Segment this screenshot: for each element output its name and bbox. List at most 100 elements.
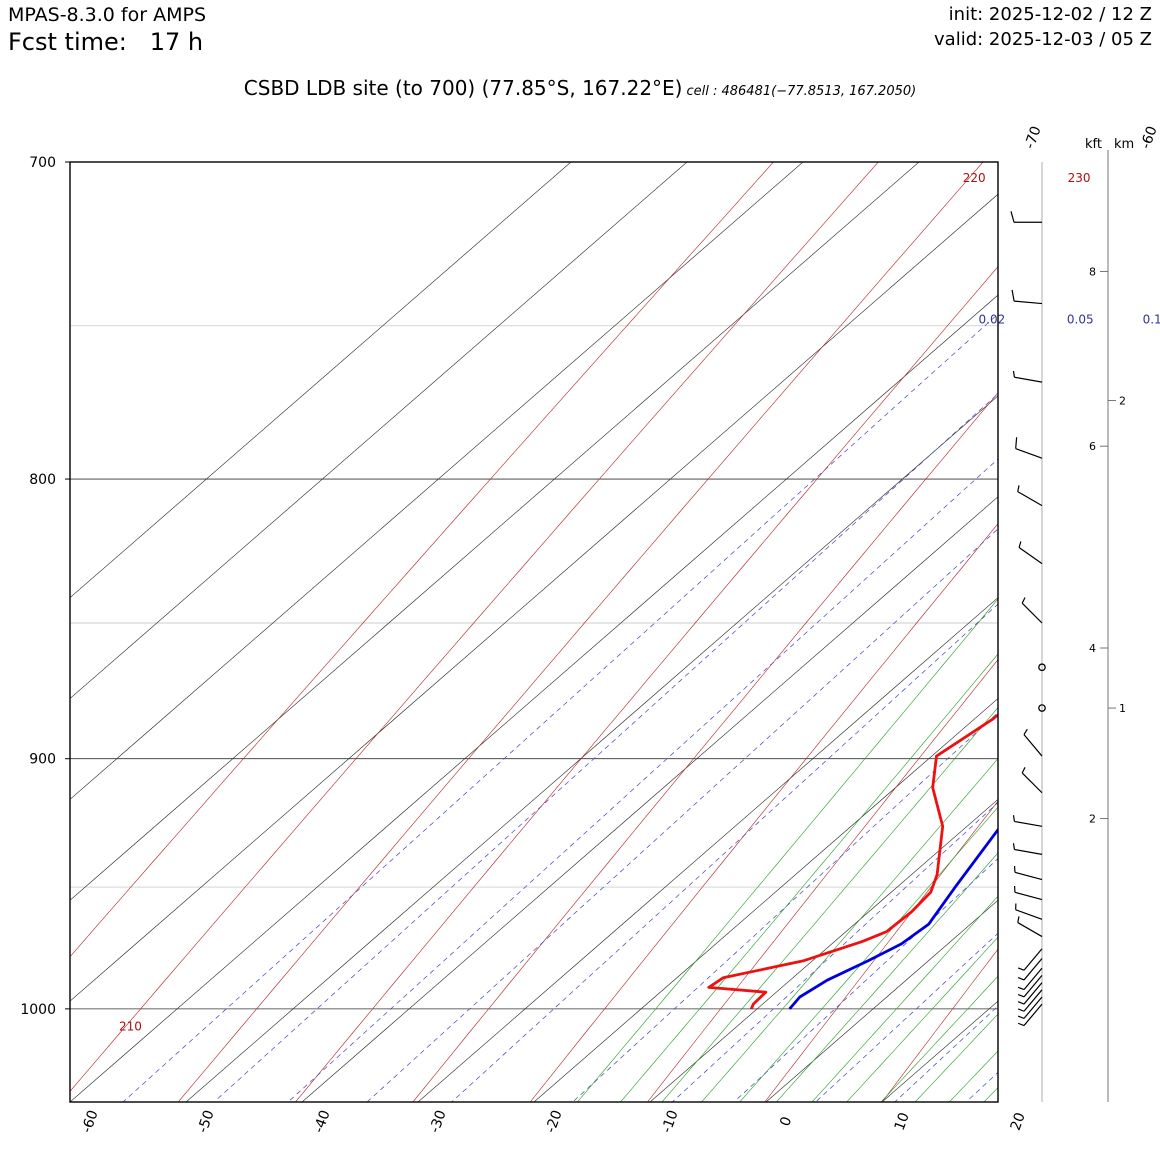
isotherm-0 (765, 899, 998, 1102)
isotherm--20 (533, 698, 998, 1102)
moist-adiabat--4 (914, 1013, 998, 1102)
moist-adiabat--40 (577, 598, 998, 1102)
wind-barb-shaft (1023, 958, 1043, 981)
dry-adiabat-290 (966, 0, 1160, 1147)
isotherm--40 (301, 496, 998, 1102)
pressure-tick-label: 1000 (20, 1002, 56, 1018)
dry-adiabat-270 (764, 800, 998, 1102)
mixing-ratio-0.1 (287, 458, 998, 1102)
wind-barb-shaft (1023, 967, 1043, 990)
wind-barb-shaft (1017, 491, 1043, 507)
valid-time: valid: 2025-12-03 / 05 Z (934, 29, 1152, 50)
mixing-ratio-0.02 (122, 313, 998, 1102)
forecast-time-value: 17 h (149, 28, 204, 56)
isotherm--10 (649, 798, 998, 1102)
km-tick-label: 2 (1119, 395, 1126, 408)
wind-barb-shaft (1014, 871, 1043, 881)
bottom-temp-label: 20 (1008, 1111, 1029, 1133)
wind-barb-feather (1010, 211, 1015, 223)
top-temp-label: -60 (1138, 124, 1160, 151)
moist-adiabat--12 (846, 936, 998, 1102)
moist-adiabat--8 (880, 975, 998, 1102)
wind-barb-half-feather (1017, 1022, 1025, 1027)
mixing-ratio-label: 0.05 (1067, 312, 1094, 326)
bottom-temp-label: 0 (777, 1115, 795, 1129)
isotherm--110 (70, 162, 572, 599)
pressure-tick-label: 700 (29, 155, 56, 171)
bottom-temp-label: -10 (659, 1108, 682, 1135)
wind-barb-shaft (1014, 300, 1043, 305)
km-label: km (1114, 137, 1134, 152)
wind-barb-feather (1011, 289, 1015, 302)
kft-tick-label: 8 (1089, 265, 1096, 278)
mixing-ratio-12 (965, 1071, 998, 1102)
bottom-temp-label: -50 (195, 1108, 218, 1135)
wind-barb-half-feather (1017, 977, 1025, 981)
km-tick-label: 1 (1119, 702, 1126, 715)
pressure-tick-label: 800 (29, 472, 56, 488)
height-axis: kft km 8 6 4 2 2 1 (1085, 137, 1134, 1102)
isotherm--100 (70, 162, 688, 699)
wind-barb-half-feather (1023, 728, 1028, 735)
dry-adiabat-label: 220 (963, 171, 986, 185)
moist-adiabat--24 (739, 806, 998, 1102)
isotherm--50 (185, 395, 998, 1102)
mixing-ratio-0.2 (366, 528, 998, 1102)
dry-adiabat-200 (70, 162, 774, 958)
init-time: init: 2025-12-02 / 12 Z (948, 4, 1152, 25)
wind-barb-shaft (1014, 376, 1043, 383)
cell-info: cell : 486481(−77.8513, 167.2050) (686, 84, 917, 99)
dry-adiabat-280 (881, 948, 998, 1102)
dry-adiabat-210 (70, 162, 879, 1092)
wind-barb-calm (1038, 663, 1046, 672)
wind-barb-shaft (1023, 1003, 1043, 1026)
dry-adiabat-label: 230 (1068, 171, 1091, 185)
wind-barb-calm (1038, 704, 1046, 712)
dry-adiabat-label: 210 (119, 1020, 142, 1034)
wind-barb-half-feather (1017, 967, 1025, 971)
kft-label: kft (1085, 137, 1102, 152)
wind-barb-half-feather (1017, 1015, 1025, 1019)
forecast-time: Fcst time: 17 h (8, 28, 203, 56)
forecast-time-label: Fcst time: (8, 28, 127, 56)
mixing-ratio-label: 0.02 (979, 312, 1006, 326)
wind-barb-shaft (1014, 891, 1043, 901)
bottom-temp-label: -30 (427, 1108, 450, 1135)
mixing-ratio-0.05 (213, 393, 998, 1102)
moist-adiabat--32 (661, 707, 998, 1102)
mixing-ratio-label: 0.1 (1143, 312, 1160, 326)
wind-barb-shaft (1015, 909, 1043, 920)
wind-barb-shaft (1015, 448, 1043, 459)
dry-adiabat-300 (1084, 0, 1160, 1147)
wind-barb-shaft (1021, 772, 1043, 794)
wind-barb-half-feather (1017, 485, 1020, 492)
wind-barb-half-feather (1012, 370, 1016, 378)
kft-tick-label: 2 (1089, 813, 1096, 826)
mixing-ratio-1 (572, 712, 998, 1102)
wind-barb-half-feather (1017, 986, 1025, 991)
dry-adiabat-240 (412, 392, 998, 1102)
chart-traces (707, 713, 998, 1010)
series-dewpoint (788, 827, 998, 1010)
mixing-ratio-8 (894, 1005, 998, 1102)
wind-barb-shaft (1023, 948, 1043, 971)
plot-frame (69, 161, 999, 1103)
wind-barb-half-feather (1017, 1001, 1025, 1005)
dry-adiabat-260 (647, 659, 998, 1102)
moist-adiabat-0 (948, 1050, 998, 1102)
isotherm--90 (70, 162, 804, 800)
wind-barb-shaft (1023, 989, 1043, 1012)
moist-adiabat-16 (1048, 0, 1160, 1147)
chart-frame (69, 161, 999, 1103)
wind-barb-half-feather (1017, 1008, 1025, 1012)
wind-barb-feather (1015, 437, 1018, 449)
site-title: CSBD LDB site (to 700) (77.85°S, 167.22°… (243, 76, 683, 100)
wind-barb-half-feather (1021, 597, 1026, 604)
wind-barb-shaft (1023, 734, 1043, 757)
mixing-ratio-0.4 (451, 603, 998, 1102)
wind-barb-half-feather (1012, 843, 1016, 850)
wind-barb-shaft (1023, 996, 1043, 1019)
